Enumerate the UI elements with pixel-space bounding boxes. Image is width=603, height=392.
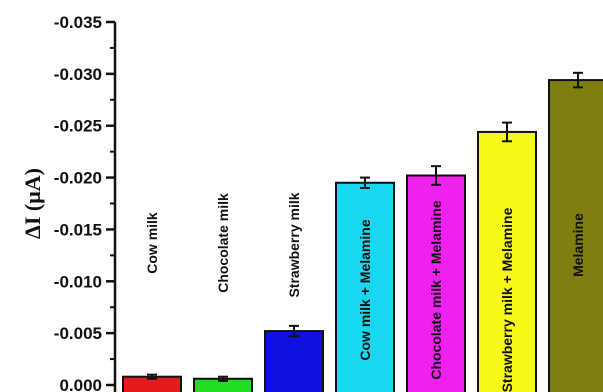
bar-category-label: Strawberry milk + Melamine bbox=[499, 207, 515, 392]
bar-labels: Cow milk Chocolate milk Strawberry milk Cow… bbox=[144, 192, 586, 392]
bar bbox=[477, 130, 537, 392]
bar-category-label: Cow milk bbox=[144, 212, 160, 274]
y-tick-label: -0.010 bbox=[54, 272, 102, 291]
bar-category-label: Strawberry milk bbox=[286, 192, 302, 297]
y-tick-label: -0.015 bbox=[54, 220, 102, 239]
bar-category-label: Melamine bbox=[570, 213, 586, 277]
y-axis-label: ΔI (μA) bbox=[20, 168, 45, 239]
y-tick-labels: -0.035 -0.030 -0.025 -0.020 -0.015 -0.010 -0.0… bbox=[54, 13, 102, 392]
bar-category-label: Cow milk + Melamine bbox=[357, 219, 373, 360]
y-tick-label: -0.030 bbox=[54, 65, 102, 84]
bar bbox=[406, 174, 466, 392]
y-tick-label: -0.020 bbox=[54, 169, 102, 188]
y-tick-label: 0.000 bbox=[59, 376, 102, 392]
bar-category-label: Chocolate milk bbox=[215, 193, 231, 293]
bar bbox=[335, 181, 395, 392]
y-tick-label: -0.035 bbox=[54, 13, 102, 32]
bar bbox=[264, 330, 324, 392]
error-bars bbox=[147, 71, 583, 382]
y-ticks bbox=[106, 20, 115, 387]
y-tick-label: -0.005 bbox=[54, 324, 102, 343]
y-axis: -0.035 -0.030 -0.025 -0.020 -0.015 -0.010 -0.0… bbox=[54, 13, 117, 392]
bar-category-label: Chocolate milk + Melamine bbox=[428, 200, 444, 380]
y-tick-label: -0.025 bbox=[54, 117, 102, 136]
